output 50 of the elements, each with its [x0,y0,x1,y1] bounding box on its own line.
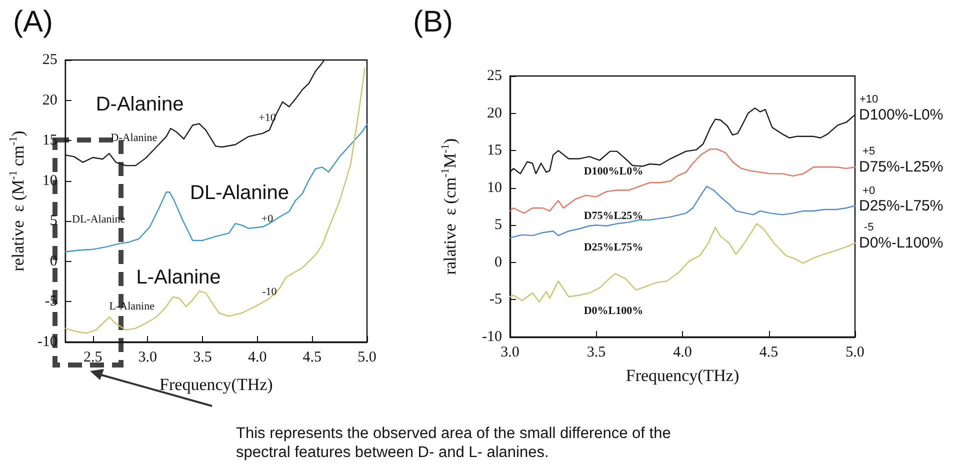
annotation: L-Alanine [109,300,155,312]
text: +0 [862,184,876,197]
x-axis-title: Frequency(THz) [160,375,273,394]
series-label: D75%-L25% [859,158,944,176]
text: This represents the observed area of the small difference of the spectral features between D- and L- alanines. [236,424,672,462]
x-tick-label: 3.0 [138,350,158,366]
annotation: D-Alanine [96,93,184,116]
y-tick-label: 20 [487,105,502,122]
y-tick-label: 15 [487,142,502,159]
text: +5 [862,146,876,158]
annotation: L-Alanine [136,266,221,288]
x-tick-label: 5.0 [358,350,376,366]
annotation: -10 [262,286,278,298]
chart-title: (B) [413,6,453,38]
x-tick-label: 2.5 [83,350,102,366]
y-tick-label: -5 [490,292,502,308]
annotation: D0%L100% [584,304,644,317]
y-tick-label: 10 [42,172,58,189]
y-tick-label: 0 [494,254,502,270]
annotation: DL-Alanine [190,182,289,204]
y-tick-label: 10 [487,180,502,196]
x-tick-label: 3.5 [586,344,606,360]
x-tick-label: 5.0 [846,344,864,360]
annotation: D100%L0% [584,166,644,178]
chart-title: (A) [13,6,53,38]
y-tick-label: 25 [487,68,502,84]
series-label: D0%-L100% [859,234,944,252]
annotation: +0 [261,212,274,225]
x-tick-label: 4.0 [673,344,692,360]
text: -5 [864,221,874,234]
y-tick-label: -5 [44,294,58,310]
x-tick-label: 3.5 [193,350,212,366]
series-label: D25%-L75% [859,197,944,214]
annotation: D75%L25% [584,210,644,222]
series-label: D100%-L0% [859,106,944,124]
y-tick-label: 5 [494,217,502,234]
y-tick-label: 20 [42,92,58,108]
x-axis-title: Frequency(THz) [626,366,740,385]
annotation: D-Alanine [110,132,158,144]
y-axis-title: ralative ε (cm-1M-1) [440,138,460,275]
y-tick-label: -10 [482,329,502,345]
annotation: DL-Alanine [72,214,126,226]
text: +10 [859,93,878,106]
x-tick-label: 4.5 [302,350,322,366]
x-tick-label: 3.0 [500,344,520,360]
x-tick-label: 4.5 [759,344,778,360]
x-tick-label: 4.0 [248,350,267,366]
annotation: D25%L75% [584,241,644,254]
y-tick-label: 25 [42,52,58,68]
y-axis-title: relative ε (M-1 cm-1) [8,130,28,272]
